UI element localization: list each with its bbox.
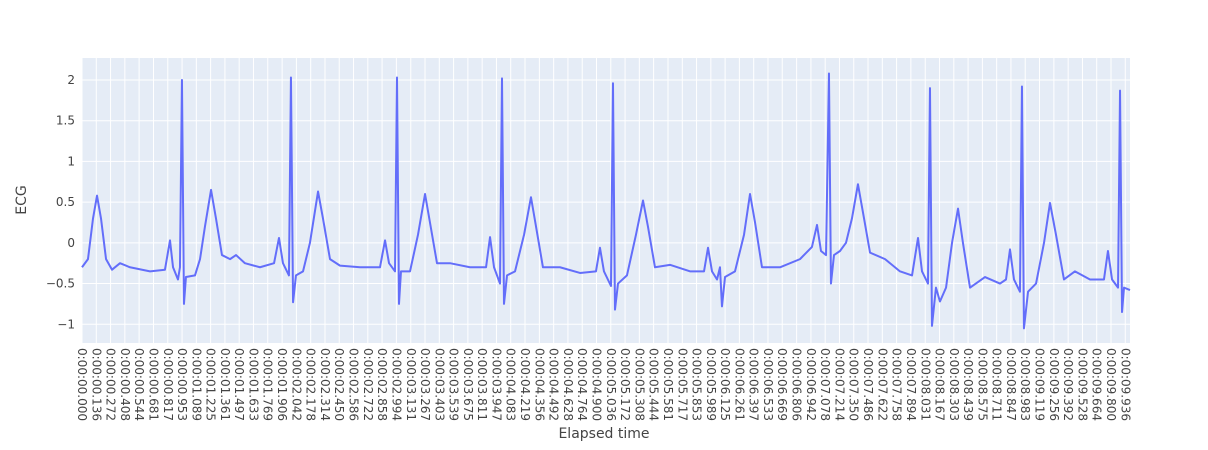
x-tick-label: 0:00:06.533: [761, 348, 775, 421]
x-tick-label: 0:00:02.314: [318, 348, 332, 421]
x-tick-label: 0:00:00.408: [118, 348, 132, 421]
x-tick-label: 0:00:05.581: [661, 348, 675, 421]
x-tick-label: 0:00:04.356: [532, 348, 546, 421]
y-tick-label: 0: [67, 236, 75, 250]
x-tick-label: 0:00:06.806: [790, 348, 804, 421]
x-tick-label: 0:00:00.953: [175, 348, 189, 421]
x-tick-label: 0:00:05.308: [632, 348, 646, 421]
x-tick-label: 0:00:06.261: [732, 348, 746, 421]
x-tick-label: 0:00:09.392: [1061, 348, 1075, 421]
y-tick-label: −0.5: [46, 277, 75, 291]
x-tick-label: 0:00:07.486: [861, 348, 875, 421]
x-tick-label: 0:00:02.722: [361, 348, 375, 421]
x-tick-label: 0:00:01.089: [189, 348, 203, 421]
x-tick-label: 0:00:09.800: [1104, 348, 1118, 421]
x-tick-label: 0:00:02.586: [347, 348, 361, 421]
x-tick-label: 0:00:00.817: [161, 348, 175, 421]
x-tick-label: 0:00:01.906: [275, 348, 289, 421]
x-tick-label: 0:00:01.497: [232, 348, 246, 421]
x-tick-label: 0:00:08.847: [1004, 348, 1018, 421]
x-tick-label: 0:00:08.439: [961, 348, 975, 421]
x-tick-label: 0:00:06.397: [747, 348, 761, 421]
x-tick-label: 0:00:07.894: [904, 348, 918, 421]
x-tick-label: 0:00:02.994: [389, 348, 403, 421]
x-tick-label: 0:00:04.492: [547, 348, 561, 421]
x-tick-label: 0:00:02.450: [332, 348, 346, 421]
x-tick-label: 0:00:03.403: [432, 348, 446, 421]
x-tick-label: 0:00:08.031: [918, 348, 932, 421]
x-tick-label: 0:00:01.633: [246, 348, 260, 421]
y-tick-label: 1: [67, 154, 75, 168]
x-tick-label: 0:00:09.256: [1047, 348, 1061, 421]
y-axis-title: ECG: [14, 185, 30, 214]
plot-area: [82, 58, 1130, 343]
x-tick-label: 0:00:01.225: [204, 348, 218, 421]
x-tick-label: 0:00:09.936: [1118, 348, 1132, 421]
x-axis-title: Elapsed time: [558, 426, 649, 442]
x-tick-label: 0:00:03.675: [461, 348, 475, 421]
x-tick-label: 0:00:01.769: [261, 348, 275, 421]
x-tick-label: 0:00:01.361: [218, 348, 232, 421]
x-tick-label: 0:00:05.853: [690, 348, 704, 421]
x-tick-label: 0:00:08.303: [947, 348, 961, 421]
y-tick-label: −1: [57, 317, 75, 331]
x-tick-label: 0:00:00.272: [104, 348, 118, 421]
x-tick-label: 0:00:03.811: [475, 348, 489, 421]
x-tick-label: 0:00:06.125: [718, 348, 732, 421]
x-tick-label: 0:00:02.042: [289, 348, 303, 421]
x-tick-label: 0:00:04.764: [575, 348, 589, 421]
x-tick-label: 0:00:03.947: [489, 348, 503, 421]
x-tick-label: 0:00:08.167: [933, 348, 947, 421]
x-tick-label: 0:00:05.989: [704, 348, 718, 421]
y-tick-label: 1.5: [56, 114, 75, 128]
x-tick-label: 0:00:07.350: [847, 348, 861, 421]
x-tick-label: 0:00:09.664: [1090, 348, 1104, 421]
x-tick-label: 0:00:04.219: [518, 348, 532, 421]
x-tick-label: 0:00:05.717: [675, 348, 689, 421]
x-tick-label: 0:00:05.036: [604, 348, 618, 421]
x-tick-label: 0:00:02.178: [304, 348, 318, 421]
x-tick-label: 0:00:03.267: [418, 348, 432, 421]
x-tick-label: 0:00:07.758: [890, 348, 904, 421]
x-tick-label: 0:00:04.628: [561, 348, 575, 421]
x-tick-label: 0:00:06.942: [804, 348, 818, 421]
y-tick-label: 0.5: [56, 195, 75, 209]
x-tick-label: 0:00:08.575: [975, 348, 989, 421]
x-tick-label: 0:00:04.083: [504, 348, 518, 421]
x-tick-label: 0:00:04.900: [589, 348, 603, 421]
x-tick-label: 0:00:08.711: [990, 348, 1004, 421]
x-tick-label: 0:00:05.172: [618, 348, 632, 421]
x-tick-label: 0:00:06.669: [775, 348, 789, 421]
x-tick-label: 0:00:07.622: [875, 348, 889, 421]
x-tick-label: 0:00:08.983: [1018, 348, 1032, 421]
x-tick-label: 0:00:00.136: [89, 348, 103, 421]
y-tick-label: 2: [67, 73, 75, 87]
x-tick-label: 0:00:09.528: [1075, 348, 1089, 421]
x-tick-label: 0:00:03.539: [447, 348, 461, 421]
x-tick-label: 0:00:03.131: [404, 348, 418, 421]
x-tick-label: 0:00:07.078: [818, 348, 832, 421]
x-tick-label: 0:00:00.681: [147, 348, 161, 421]
x-tick-label: 0:00:00.544: [132, 348, 146, 421]
x-tick-label: 0:00:07.214: [832, 348, 846, 421]
ecg-line: [81, 72, 1131, 330]
x-tick-label: 0:00:02.858: [375, 348, 389, 421]
x-tick-label: 0:00:09.119: [1032, 348, 1046, 421]
x-tick-label: 0:00:00.000: [75, 348, 89, 421]
x-tick-label: 0:00:05.444: [647, 348, 661, 421]
